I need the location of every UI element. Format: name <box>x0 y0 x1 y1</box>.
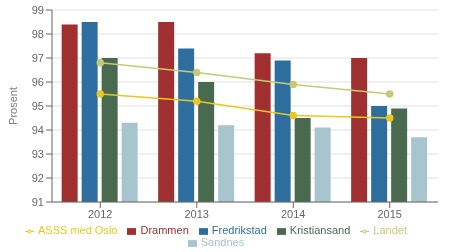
svg-text:2015: 2015 <box>378 208 402 220</box>
svg-text:2012: 2012 <box>88 208 112 220</box>
svg-text:98: 98 <box>32 28 44 40</box>
html-text:Drammen: Drammen <box>140 224 189 236</box>
svg-text:91: 91 <box>32 196 44 208</box>
svg-text:95: 95 <box>32 100 44 112</box>
svg-text:99: 99 <box>32 4 44 16</box>
html-text:ASSS med Oslo: ASSS med Oslo <box>38 224 118 236</box>
svg-text:93: 93 <box>32 148 44 160</box>
html-text:Kristiansand: Kristiansand <box>289 224 351 236</box>
html-text:Landet: Landet <box>373 224 407 236</box>
svg-text:2013: 2013 <box>185 208 209 220</box>
svg-text:96: 96 <box>32 76 44 88</box>
svg-text:97: 97 <box>32 52 44 64</box>
svg-text:Prosent: Prosent <box>8 87 19 125</box>
svg-text:94: 94 <box>32 124 44 136</box>
svg-text:2014: 2014 <box>281 208 305 220</box>
html-text:Fredrikstad: Fredrikstad <box>211 224 267 236</box>
html-text:Sandnes: Sandnes <box>200 236 245 248</box>
svg-text:92: 92 <box>32 172 44 184</box>
